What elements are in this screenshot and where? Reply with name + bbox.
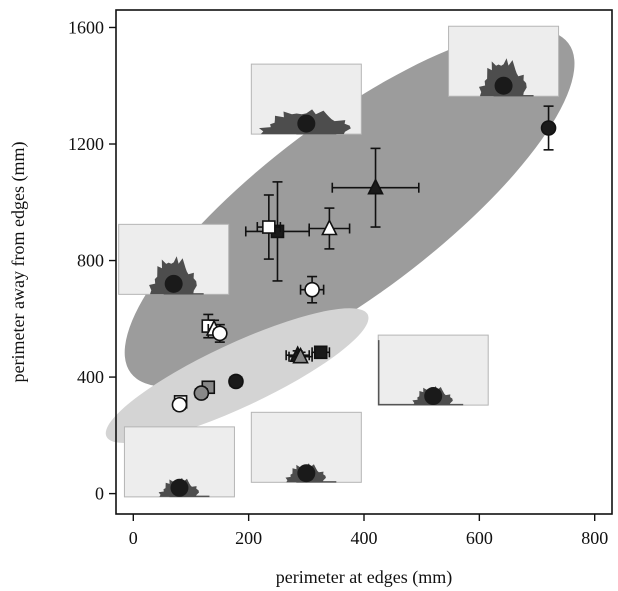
data-point-9 [212,323,228,343]
y-axis-ticks: 0 400 800 1200 1600 [68,17,116,504]
x-tick-label: 800 [581,528,608,548]
square-marker [262,220,276,234]
circle-marker [228,373,244,390]
data-point-12 [288,346,313,364]
inset-image-5 [123,426,235,498]
x-tick-label: 400 [351,528,378,548]
triangle-marker [292,346,309,364]
data-point-1 [540,105,557,151]
inset-image-3 [118,223,230,295]
circle-marker [540,120,557,136]
y-tick-label: 800 [77,251,104,271]
data-point-10 [311,345,331,360]
inset-inoculum [297,114,316,133]
inset-inoculum [494,76,513,95]
inset-image-1 [448,25,560,97]
x-tick-label: 200 [235,528,262,548]
circle-marker [171,396,188,413]
inset-inoculum [164,274,183,293]
data-point-5 [256,194,282,260]
inset-inoculum [170,478,189,497]
data-point-6 [299,275,325,304]
y-tick-label: 0 [95,484,104,504]
y-tick-label: 400 [77,367,104,387]
y-axis-title: perimeter away from edges (mm) [8,142,29,383]
data-points [171,105,557,413]
cluster-region-1 [124,29,575,387]
data-point-3 [308,207,351,250]
data-point-2 [331,147,420,228]
data-point-17 [171,396,188,413]
circle-marker [304,281,320,298]
circle-marker [212,325,228,342]
inset-inoculum [424,387,443,406]
x-tick-label: 0 [129,528,138,548]
data-point-13 [228,373,244,390]
square-marker [313,345,328,360]
x-tick-label: 600 [466,528,493,548]
circle-marker [193,385,210,401]
inset-image-6 [250,411,362,483]
inset-image-4 [377,334,489,406]
inset-image-2 [250,63,362,135]
triangle-marker [367,177,384,195]
y-tick-label: 1600 [68,17,104,37]
x-axis-ticks: 0 200 400 600 800 [129,514,608,548]
inset-inoculum [297,464,316,483]
inset-images [118,25,560,498]
x-axis-title: perimeter at edges (mm) [276,567,452,588]
data-point-15 [193,385,210,401]
y-tick-label: 1200 [68,134,104,154]
triangle-marker [321,218,338,236]
